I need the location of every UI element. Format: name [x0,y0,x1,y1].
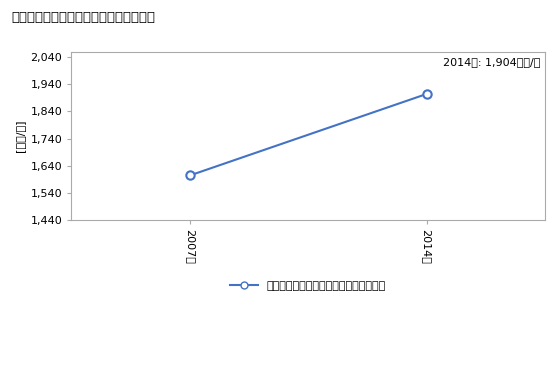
Text: 2014年: 1,904万円/人: 2014年: 1,904万円/人 [443,57,540,67]
Text: 商業の従業者一人当たり年間商品販売額: 商業の従業者一人当たり年間商品販売額 [11,11,155,24]
Legend: 商業の従業者一人当たり年間商品販売額: 商業の従業者一人当たり年間商品販売額 [226,276,390,295]
Y-axis label: [万円/人]: [万円/人] [15,120,25,152]
